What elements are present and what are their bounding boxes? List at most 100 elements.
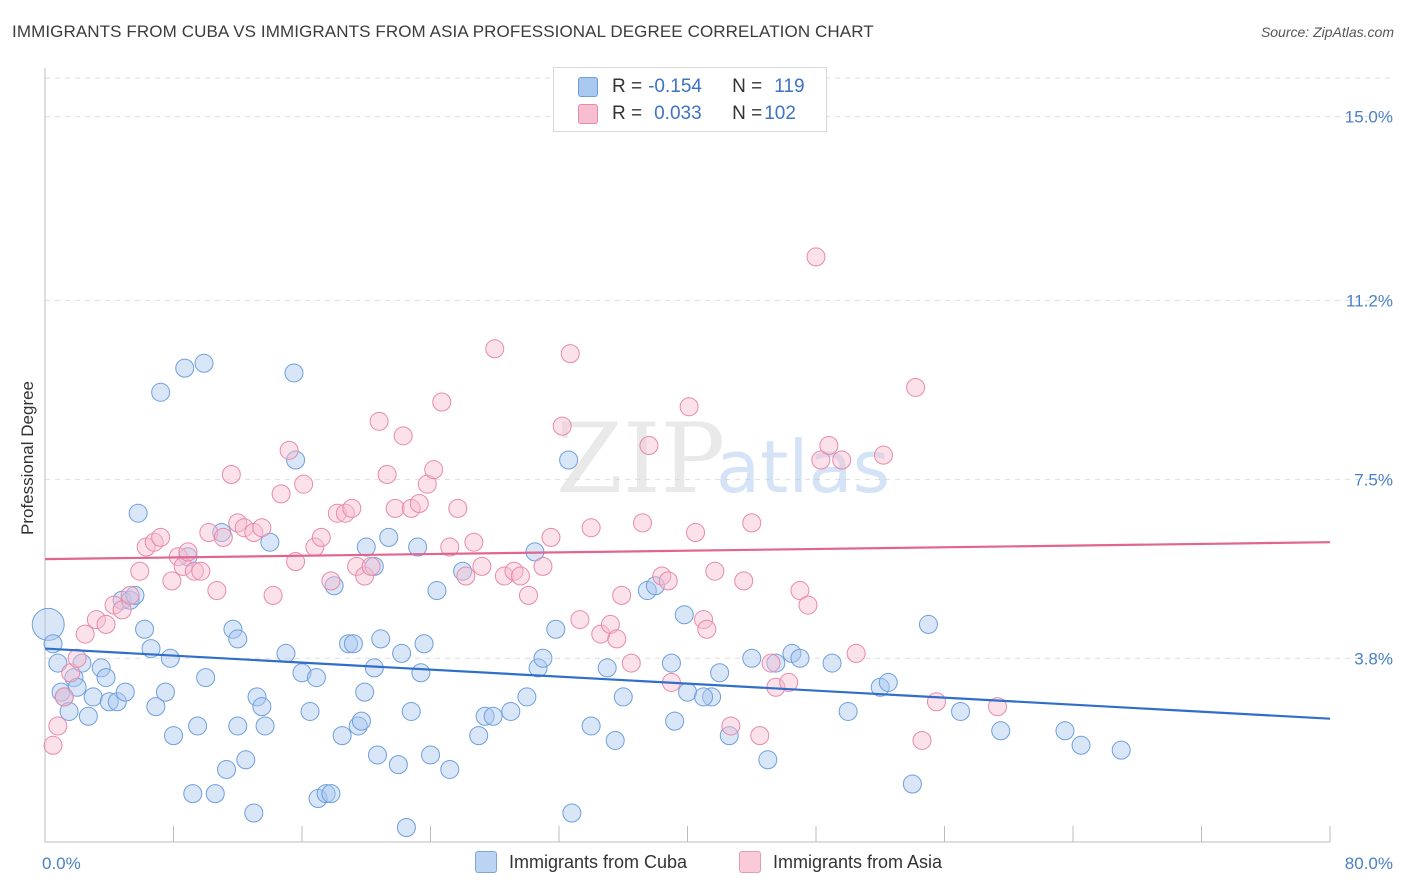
point-cuba [59, 701, 79, 721]
point-cuba [155, 682, 175, 702]
point-asia [819, 435, 839, 455]
point-cuba [379, 527, 399, 547]
point-asia [686, 523, 706, 543]
n-label-asia: N = [732, 103, 763, 124]
legend-swatch-asia [739, 851, 761, 873]
point-cuba [135, 619, 155, 639]
point-asia [652, 566, 672, 586]
point-asia [286, 552, 306, 572]
point-cuba [223, 619, 243, 639]
point-cuba [255, 716, 275, 736]
legend-item-asia[interactable]: Immigrants from Asia [739, 851, 942, 873]
point-cuba [719, 726, 739, 746]
point-cuba [388, 755, 408, 775]
point-asia [311, 527, 331, 547]
watermark: ZIP atlas [556, 403, 890, 515]
point-cuba [440, 759, 460, 779]
point-cuba [517, 687, 537, 707]
point-asia [61, 663, 81, 683]
watermark-zip: ZIP [556, 403, 725, 515]
point-asia [705, 561, 725, 581]
point-cuba [702, 687, 722, 707]
trend-line-cuba [44, 647, 1331, 720]
point-asia [832, 450, 852, 470]
point-cuba [414, 634, 434, 654]
point-cuba [790, 648, 810, 668]
point-cuba [605, 730, 625, 750]
point-cuba [469, 726, 489, 746]
point-cuba [991, 721, 1011, 741]
point-cuba [421, 745, 440, 765]
point-cuba [188, 716, 208, 736]
stats-row-asia: R = 0.033 N = 102 [578, 101, 796, 127]
point-cuba [678, 682, 697, 702]
point-asia [144, 532, 164, 552]
point-cuba [351, 711, 371, 731]
point-cuba [343, 634, 363, 654]
stats-legend: R = -0.154 N = 119 R = 0.033 N = 102 [553, 67, 827, 132]
point-asia [600, 614, 620, 634]
point-asia [806, 247, 826, 267]
point-cuba [396, 817, 416, 837]
point-cuba [175, 358, 195, 378]
point-asia [494, 566, 514, 586]
point-cuba [661, 653, 681, 673]
point-asia [355, 566, 375, 586]
legend-item-cuba[interactable]: Immigrants from Cuba [475, 851, 687, 873]
n-value-asia: 102 [764, 103, 796, 124]
point-cuba [31, 607, 65, 641]
point-asia [369, 411, 389, 431]
point-asia [48, 716, 68, 736]
point-asia [151, 527, 171, 547]
x-tick-label-max: 80.0% [1345, 854, 1393, 873]
y-tick-label-0: 3.8% [1354, 649, 1393, 668]
point-asia [393, 426, 413, 446]
point-cuba [581, 716, 601, 736]
point-asia [75, 624, 95, 644]
point-cuba [83, 687, 103, 707]
point-asia [263, 585, 283, 605]
point-asia [926, 692, 946, 712]
point-asia [570, 610, 590, 630]
point-asia [612, 585, 632, 605]
point-cuba [559, 450, 579, 470]
point-cuba [196, 668, 216, 688]
point-cuba [194, 353, 214, 373]
point-asia [43, 735, 63, 755]
point-asia [361, 556, 381, 576]
point-asia [385, 498, 405, 518]
point-cuba [597, 658, 617, 678]
point-cuba [951, 701, 971, 721]
point-asia [510, 566, 530, 586]
point-asia [472, 556, 492, 576]
point-asia [96, 614, 116, 634]
point-cuba [1071, 735, 1091, 755]
point-asia [417, 474, 437, 494]
point-cuba [300, 701, 320, 721]
point-cuba [645, 576, 665, 596]
point-cuba [918, 614, 938, 634]
point-cuba [107, 692, 127, 712]
r-value-asia: 0.033 [654, 103, 702, 124]
point-asia [679, 397, 699, 417]
point-cuba [96, 668, 116, 688]
point-asia [342, 498, 362, 518]
point-asia [424, 460, 444, 480]
point-asia [184, 561, 204, 581]
point-asia [761, 653, 781, 673]
point-cuba [355, 682, 375, 702]
r-label-cuba: R = [612, 76, 643, 97]
point-asia [67, 648, 87, 668]
point-cuba [822, 653, 842, 673]
point-cuba [411, 663, 431, 683]
point-cuba [367, 745, 387, 765]
point-cuba [665, 711, 685, 731]
point-asia [779, 672, 799, 692]
point-asia [207, 581, 227, 601]
stats-row-cuba: R = -0.154 N = 119 [578, 74, 805, 100]
point-cuba [306, 668, 326, 688]
point-cuba [408, 537, 428, 557]
point-asia [271, 484, 291, 504]
point-cuba [48, 653, 68, 673]
point-asia [721, 716, 741, 736]
